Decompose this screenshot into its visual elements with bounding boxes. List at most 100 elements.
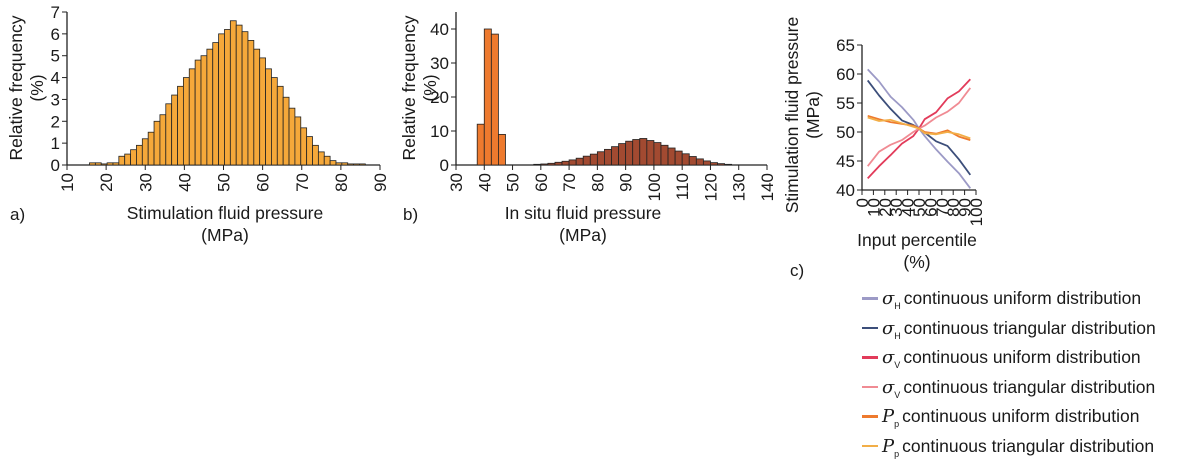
histogram-bar (533, 163, 542, 166)
histogram-bar (596, 151, 605, 166)
legend-item: σH continuous uniform distribution (862, 285, 1192, 315)
legend-label: σV continuous uniform distribution (882, 344, 1141, 373)
x-tick-label: 10 (58, 173, 77, 192)
histogram-in-situ-pressure: 30 40 50 60 70 80 90 100 110 120 130 140 0 10 20 30 40 In… (399, 12, 777, 245)
x-tick-label: 70 (560, 173, 579, 192)
y-tick-label: 0 (440, 156, 449, 175)
x-tick-label: 50 (504, 173, 523, 192)
histogram-bar (165, 103, 173, 166)
histogram-bar (317, 151, 325, 166)
histogram-bar (89, 162, 96, 166)
line-chart-percentile: 0102030405060708090100404550556065Input … (782, 17, 986, 272)
histogram-bar (118, 155, 126, 166)
histogram-bar (141, 138, 149, 166)
histogram-bar (212, 42, 220, 166)
histogram-stimulation-pressure: 10 20 30 40 50 60 70 80 90 0 1 2 3 4 5 6 7 Stimulation fl… (6, 3, 390, 245)
histogram-bar (681, 153, 690, 166)
x-tick-label: 40 (175, 173, 194, 192)
y-tick-label: 0 (51, 156, 60, 175)
legend-label: Pp continuous triangular distribution (882, 433, 1154, 462)
x-axis-title: In situ fluid pressure (505, 203, 662, 223)
legend-subscript: H (894, 330, 901, 341)
histogram-bar (106, 162, 114, 166)
x-tick-label: 50 (910, 198, 929, 217)
histogram-bar (247, 40, 255, 166)
series-line (867, 116, 971, 140)
legend-name: continuous triangular distribution (902, 435, 1155, 456)
chart-legend: σH continuous uniform distribution σH conti… (862, 285, 1192, 463)
histogram-bar (483, 28, 492, 166)
legend-item: σH continuous triangular distribution (862, 315, 1192, 345)
legend-label: σH continuous triangular distribution (882, 315, 1156, 344)
histogram-bar (153, 120, 161, 166)
histogram-bar (171, 94, 178, 166)
histogram-bar (625, 140, 634, 166)
y-tick-label: 65 (836, 36, 855, 55)
histogram-bar (323, 155, 331, 166)
histogram-bar (646, 140, 655, 166)
x-tick-label: 40 (899, 198, 918, 217)
y-axis-title: (%) (27, 74, 47, 101)
legend-symbol: σ (882, 347, 895, 369)
histogram-bar (282, 96, 290, 166)
x-tick-label: 50 (215, 173, 234, 192)
y-tick-label: 20 (430, 88, 449, 107)
x-tick-label: 120 (701, 173, 720, 201)
histogram-bar (312, 144, 319, 166)
histogram-bar (353, 163, 360, 166)
histogram-bar (688, 156, 697, 166)
panel-tag-a: a) (10, 205, 25, 224)
x-tick-label: 10 (864, 198, 883, 217)
legend-subscript: V (894, 389, 901, 400)
legend-swatch (862, 415, 878, 418)
histogram-bar (347, 163, 354, 166)
histogram-bar (717, 163, 725, 166)
histogram-bar (229, 20, 237, 166)
legend-subscript: H (894, 301, 901, 311)
legend-symbol: P (882, 435, 895, 457)
histogram-bar (276, 85, 284, 166)
x-tick-label: 80 (332, 173, 351, 192)
histogram-bar (182, 77, 190, 166)
histogram-bar (359, 163, 366, 166)
histogram-bar (498, 133, 506, 166)
legend-subscript: p (894, 448, 900, 459)
y-tick-label: 4 (51, 69, 60, 88)
histogram-bar (695, 158, 704, 166)
panel-tag-b: b) (403, 205, 418, 224)
histogram-bar (241, 31, 249, 166)
histogram-bar (335, 162, 343, 166)
histogram-bar (235, 24, 243, 166)
histogram-bar (94, 162, 102, 166)
x-tick-label: 0 (853, 198, 872, 207)
histogram-bar (288, 107, 296, 166)
histogram-bar (194, 59, 202, 166)
histogram-bar (604, 148, 612, 166)
legend-name: continuous uniform distribution (903, 288, 1142, 308)
y-tick-label: 55 (836, 94, 855, 113)
histogram-bar (547, 162, 556, 166)
legend-label: Pp continuous uniform distribution (882, 403, 1140, 432)
x-tick-label: 60 (532, 173, 551, 192)
histogram-bar (582, 155, 591, 166)
histogram-bar (667, 147, 676, 166)
y-tick-label: 7 (51, 3, 60, 22)
legend-name: continuous triangular distribution (903, 317, 1156, 338)
histogram-bar (188, 68, 196, 166)
legend-name: continuous triangular distribution (903, 376, 1156, 397)
legend-item: Pp continuous uniform distribution (862, 403, 1192, 433)
legend-item: σV continuous uniform distribution (862, 344, 1192, 374)
y-tick-label: 2 (51, 112, 60, 131)
legend-name: continuous uniform distribution (902, 406, 1140, 427)
x-tick-label: 30 (887, 198, 906, 217)
x-tick-label: 30 (447, 173, 466, 192)
histogram-bar (300, 127, 308, 166)
histogram-bar (575, 157, 584, 166)
histogram-bar (653, 142, 662, 166)
histogram-bar (136, 144, 143, 166)
x-tick-label: 90 (956, 198, 975, 217)
x-axis-title: (MPa) (559, 225, 607, 245)
legend-symbol: σ (882, 288, 895, 309)
histogram-bar (476, 123, 485, 166)
x-tick-label: 70 (933, 198, 952, 217)
